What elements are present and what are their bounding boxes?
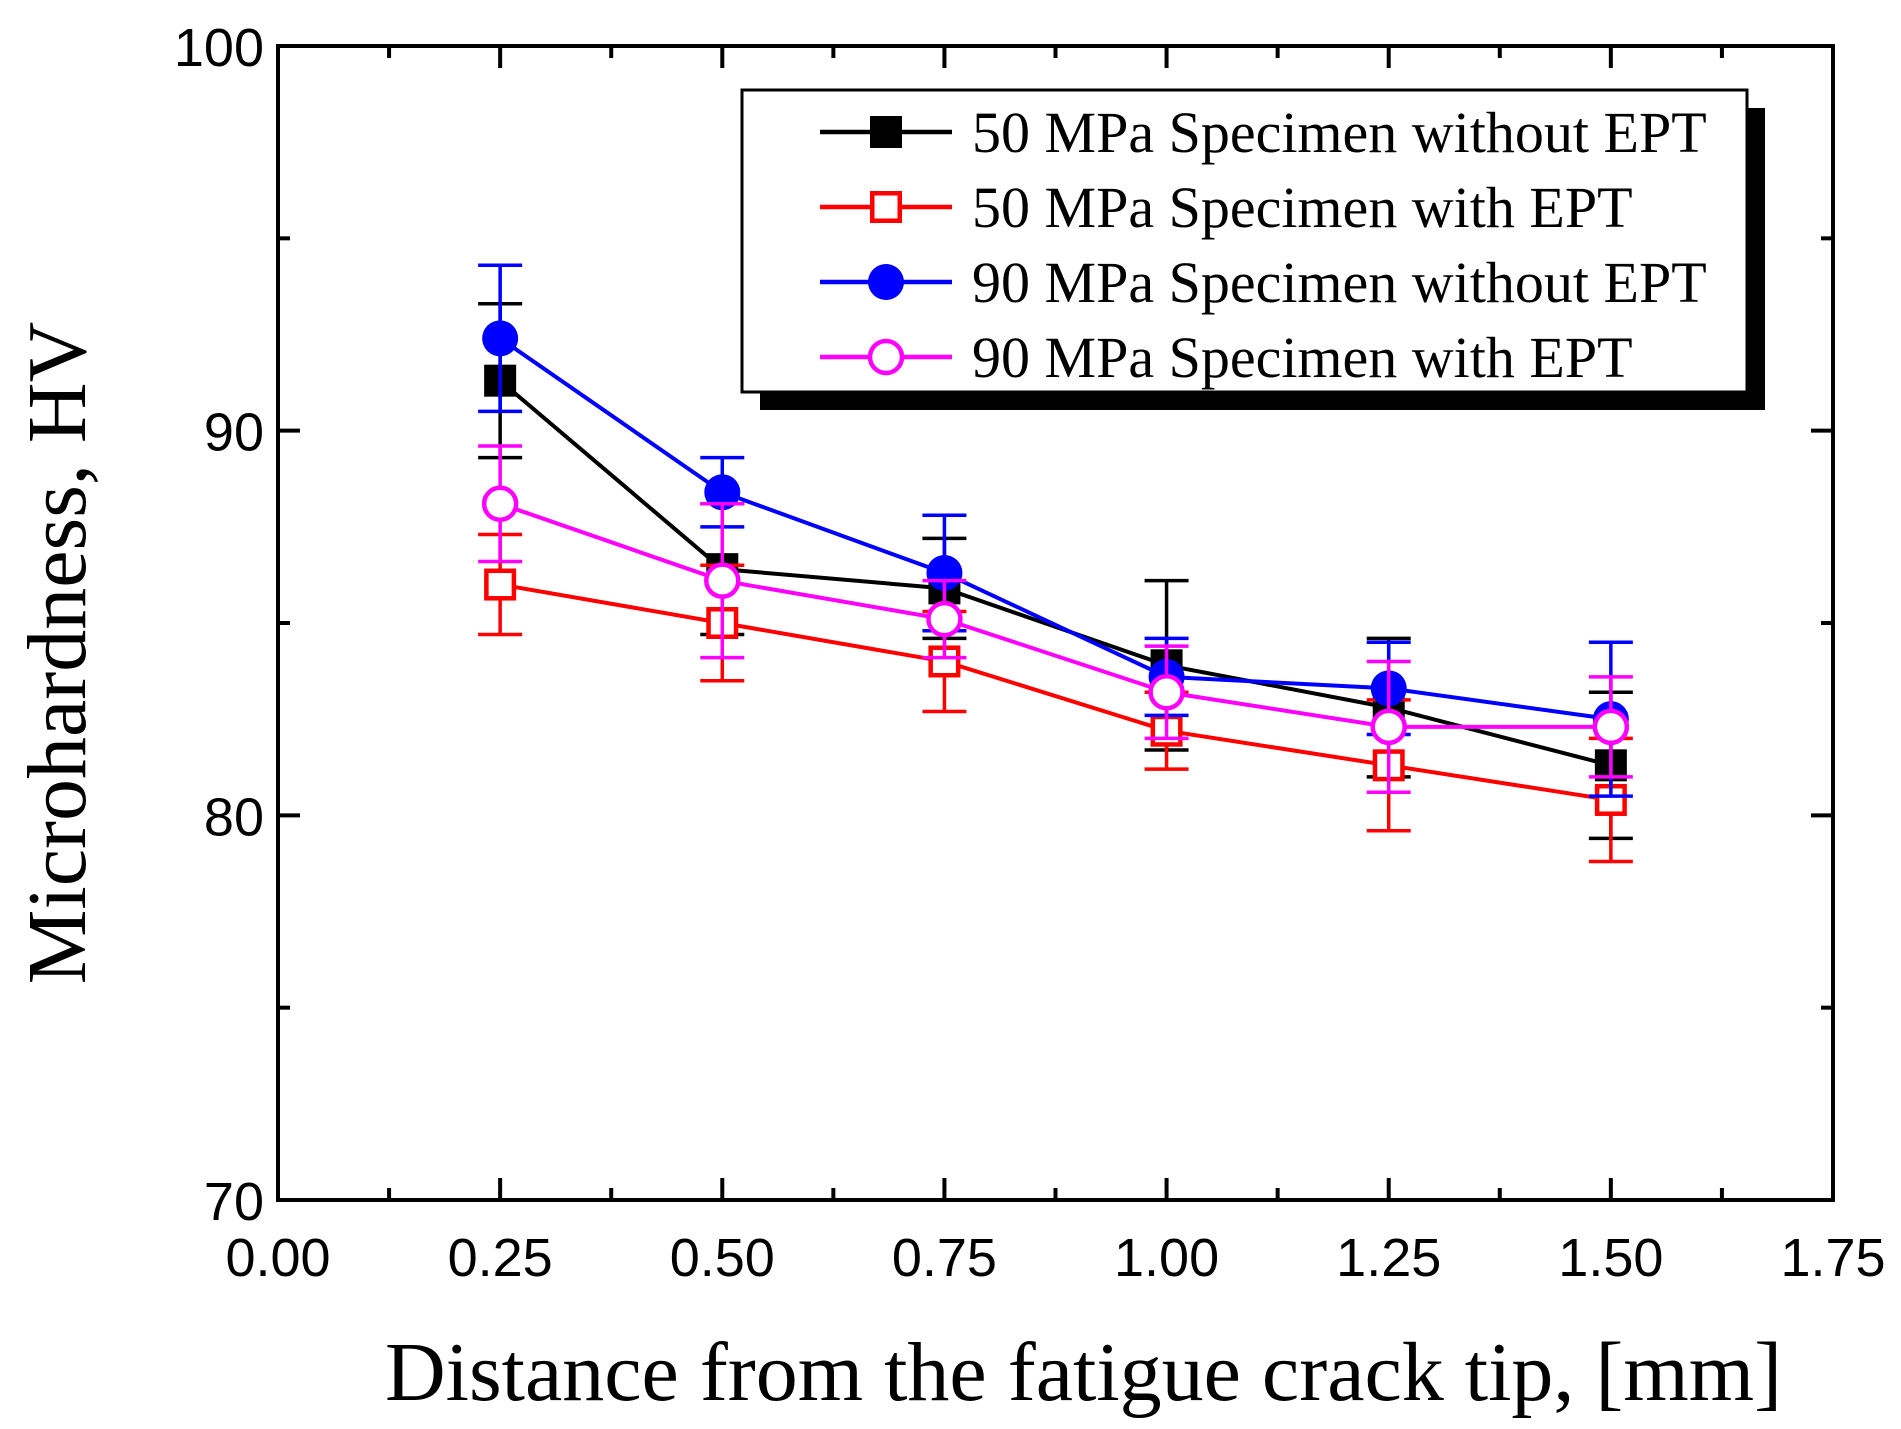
legend-label: 50 MPa Specimen with EPT <box>972 175 1633 240</box>
x-tick-label: 0.75 <box>892 1228 997 1288</box>
series-line <box>499 582 1612 802</box>
y-tick-label: 90 <box>204 403 264 463</box>
x-tick-label: 1.50 <box>1558 1228 1663 1288</box>
x-tick-label: 0.25 <box>448 1228 553 1288</box>
data-point <box>481 485 519 523</box>
series-line <box>499 501 1611 729</box>
legend-label: 90 MPa Specimen without EPT <box>972 250 1707 315</box>
x-tick-label: 0.50 <box>670 1228 775 1288</box>
data-point <box>482 320 519 357</box>
legend: 50 MPa Specimen without EPT 50 MPa Specim… <box>740 88 1765 410</box>
y-tick-label: 100 <box>174 18 264 78</box>
data-point <box>926 600 963 638</box>
data-point <box>1594 783 1627 816</box>
data-point <box>704 474 741 511</box>
y-tick-label: 70 <box>204 1172 264 1232</box>
legend-item: 90 MPa Specimen without EPT <box>820 250 1707 315</box>
x-tick-label: 1.00 <box>1114 1228 1219 1288</box>
data-point <box>484 568 517 601</box>
legend-marker <box>867 338 905 376</box>
x-tick-label: 0.00 <box>225 1228 330 1288</box>
legend-marker <box>870 191 902 223</box>
legend-item: 90 MPa Specimen with EPT <box>820 325 1633 390</box>
data-point <box>1592 708 1630 746</box>
y-tick-label: 80 <box>204 787 264 847</box>
series-line <box>499 336 1612 722</box>
x-axis-title: Distance from the fatigue crack tip, [mm… <box>385 1326 1782 1419</box>
legend-marker <box>870 116 902 148</box>
x-tick-label: 1.25 <box>1336 1228 1441 1288</box>
series-4 <box>478 444 1633 795</box>
legend-box <box>740 88 1749 394</box>
data-point <box>1370 708 1407 746</box>
legend-item: 50 MPa Specimen without EPT <box>820 100 1707 165</box>
data-point <box>1148 673 1185 711</box>
legend-item: 50 MPa Specimen with EPT <box>820 175 1633 240</box>
x-tick-label: 1.75 <box>1780 1228 1885 1288</box>
data-point <box>704 562 741 599</box>
legend-label: 50 MPa Specimen without EPT <box>972 100 1707 165</box>
legend-marker <box>868 264 904 300</box>
legend-label: 90 MPa Specimen with EPT <box>972 325 1633 390</box>
y-axis-title: Microhardness, HV <box>11 322 104 985</box>
series-line <box>498 379 1612 768</box>
